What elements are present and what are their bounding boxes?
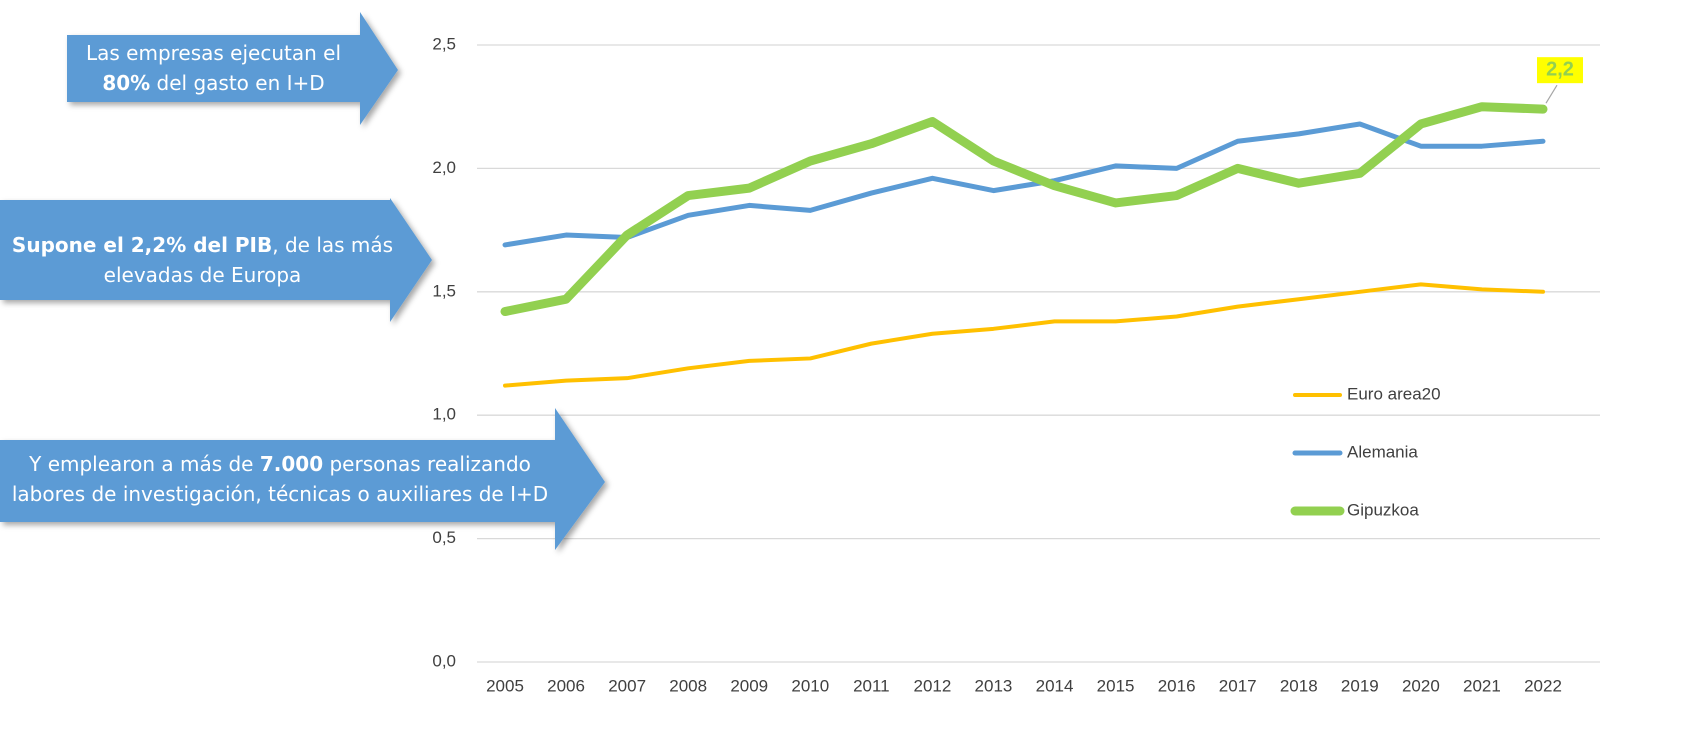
x-tick-label: 2014 (1036, 676, 1074, 695)
text: 7.000 (259, 452, 324, 476)
callout-arrow (67, 12, 398, 125)
legend-label: Euro area20 (1347, 384, 1441, 403)
text: personas realizando labores de investiga… (11, 452, 549, 506)
text: Las empresas ejecutan el (85, 41, 342, 65)
label-bg (1537, 57, 1583, 84)
leader-line (1545, 84, 1558, 104)
text: Y emplearon a más de (29, 452, 260, 476)
text: 80% (102, 71, 151, 95)
callout-arrow (0, 408, 605, 550)
y-tick-label: 0,5 (432, 528, 456, 547)
y-tick-label: 2,5 (432, 34, 456, 53)
x-tick-label: 2005 (486, 676, 524, 695)
text: del gasto en I+D (150, 71, 325, 95)
x-tick-label: 2017 (1219, 676, 1257, 695)
x-tick-label: 2012 (913, 676, 951, 695)
legend-label: Gipuzkoa (1347, 500, 1419, 519)
callout-text: Las empresas ejecutan el 80% del gasto e… (67, 38, 360, 98)
series-line (502, 121, 1546, 248)
text: Supone el 2,2% del PIB (11, 233, 273, 257)
text: , de las más elevadas de Europa (103, 233, 394, 287)
x-tick-label: 2021 (1463, 676, 1501, 695)
series-line (500, 102, 1548, 317)
callout-arrow (0, 198, 432, 322)
y-tick-label: 1,0 (432, 405, 456, 424)
x-tick-label: 2010 (791, 676, 829, 695)
x-tick-label: 2022 (1524, 676, 1562, 695)
x-tick-label: 2020 (1402, 676, 1440, 695)
x-tick-label: 2019 (1341, 676, 1379, 695)
x-tick-label: 2013 (975, 676, 1013, 695)
series-line (503, 282, 1545, 388)
x-tick-label: 2008 (669, 676, 707, 695)
x-tick-label: 2009 (730, 676, 768, 695)
x-tick-label: 2015 (1097, 676, 1135, 695)
y-tick-label: 1,5 (432, 281, 456, 300)
x-tick-label: 2007 (608, 676, 646, 695)
y-tick-label: 2,0 (432, 158, 456, 177)
x-tick-label: 2011 (853, 676, 890, 695)
x-tick-label: 2016 (1158, 676, 1196, 695)
callout-text: Supone el 2,2% del PIB, de las más eleva… (0, 230, 405, 290)
x-tick-label: 2018 (1280, 676, 1318, 695)
x-tick-label: 2006 (547, 676, 585, 695)
callout-text: Y emplearon a más de 7.000 personas real… (0, 449, 560, 509)
data-label: 2,2 (1546, 58, 1574, 80)
y-tick-label: 0,0 (432, 651, 456, 670)
legend-label: Alemania (1347, 442, 1418, 461)
